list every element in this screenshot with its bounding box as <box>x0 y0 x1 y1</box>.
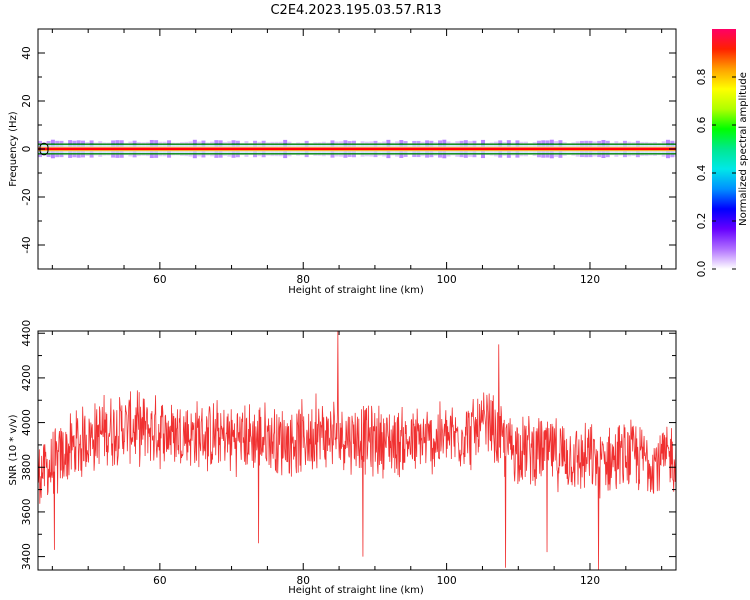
spectrogram-ticks: 60 80 100 120 -40 -20 0 20 40 <box>21 29 676 286</box>
snr-line <box>38 331 676 570</box>
colorbar-strip <box>712 29 736 269</box>
snr-panel: 60 80 100 120 3400 3600 3800 4000 4200 4400 Heigh… <box>8 320 677 596</box>
y-tick-label: 4400 <box>21 320 33 347</box>
x-tick-label: 100 <box>437 274 457 286</box>
colorbar-ticks: 0.0 0.2 0.4 0.6 0.8 <box>696 69 736 278</box>
y-tick-label: 3400 <box>21 543 33 570</box>
y-tick-label: -40 <box>21 236 33 253</box>
colorbar-tick-label: 0.8 <box>696 69 708 86</box>
x-tick-label: 80 <box>297 575 310 587</box>
colorbar-tick-label: 0.0 <box>696 261 708 278</box>
y-tick-label: -20 <box>21 188 33 205</box>
snr-xlabel: Height of straight line (km) <box>288 585 424 596</box>
y-tick-label: 4000 <box>21 409 33 436</box>
chart-title: C2E4.2023.195.03.57.R13 <box>270 3 441 18</box>
spectrogram-band <box>38 139 676 159</box>
spectrogram-xlabel: Height of straight line (km) <box>288 285 424 296</box>
spectrogram-ylabel: Frequency (Hz) <box>8 111 19 187</box>
y-tick-label: 20 <box>21 94 33 107</box>
y-tick-label: 0 <box>21 146 33 153</box>
colorbar-tick-label: 0.6 <box>696 116 708 133</box>
snr-series <box>38 331 676 570</box>
x-tick-label: 60 <box>153 575 166 587</box>
colorbar-label: Normalized spectral amplitude <box>738 72 749 226</box>
colorbar-tick-label: 0.2 <box>696 213 708 230</box>
y-tick-label: 3800 <box>21 454 33 481</box>
y-tick-label: 3600 <box>21 499 33 526</box>
x-tick-label: 80 <box>297 274 310 286</box>
snr-axes-frame <box>37 330 677 571</box>
y-tick-label: 40 <box>21 46 33 59</box>
snr-ylabel: SNR (10 * v/v) <box>8 414 19 485</box>
x-tick-label: 60 <box>153 274 166 286</box>
y-tick-label: 4200 <box>21 365 33 392</box>
x-tick-label: 120 <box>580 274 600 286</box>
x-tick-label: 100 <box>437 575 457 587</box>
colorbar-tick-label: 0.4 <box>696 164 708 181</box>
snr-ticks: 60 80 100 120 3400 3600 3800 4000 4200 4400 <box>21 320 676 587</box>
spectrogram-panel: 60 80 100 120 -40 -20 0 20 40 Height of straight… <box>8 28 677 296</box>
colorbar: 0.0 0.2 0.4 0.6 0.8 Normalized spectral ampl… <box>696 29 749 277</box>
x-tick-label: 120 <box>580 575 600 587</box>
